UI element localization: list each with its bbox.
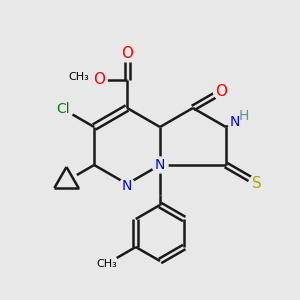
Text: O: O xyxy=(121,46,133,61)
Circle shape xyxy=(91,72,107,88)
Circle shape xyxy=(54,100,72,118)
Circle shape xyxy=(119,178,135,194)
Circle shape xyxy=(214,83,230,100)
Circle shape xyxy=(69,67,89,87)
Text: Cl: Cl xyxy=(56,102,70,116)
Circle shape xyxy=(152,157,168,173)
Text: CH₃: CH₃ xyxy=(69,72,89,82)
Text: CH₃: CH₃ xyxy=(96,259,117,269)
Circle shape xyxy=(249,175,265,191)
Circle shape xyxy=(96,254,116,274)
Text: N: N xyxy=(122,179,132,193)
Circle shape xyxy=(238,110,250,122)
Text: S: S xyxy=(252,176,262,190)
Text: H: H xyxy=(239,110,249,124)
Text: O: O xyxy=(215,84,227,99)
Text: N: N xyxy=(155,158,165,172)
Text: N: N xyxy=(229,115,240,129)
Text: O: O xyxy=(93,73,105,88)
Circle shape xyxy=(119,45,135,61)
Circle shape xyxy=(227,115,242,129)
